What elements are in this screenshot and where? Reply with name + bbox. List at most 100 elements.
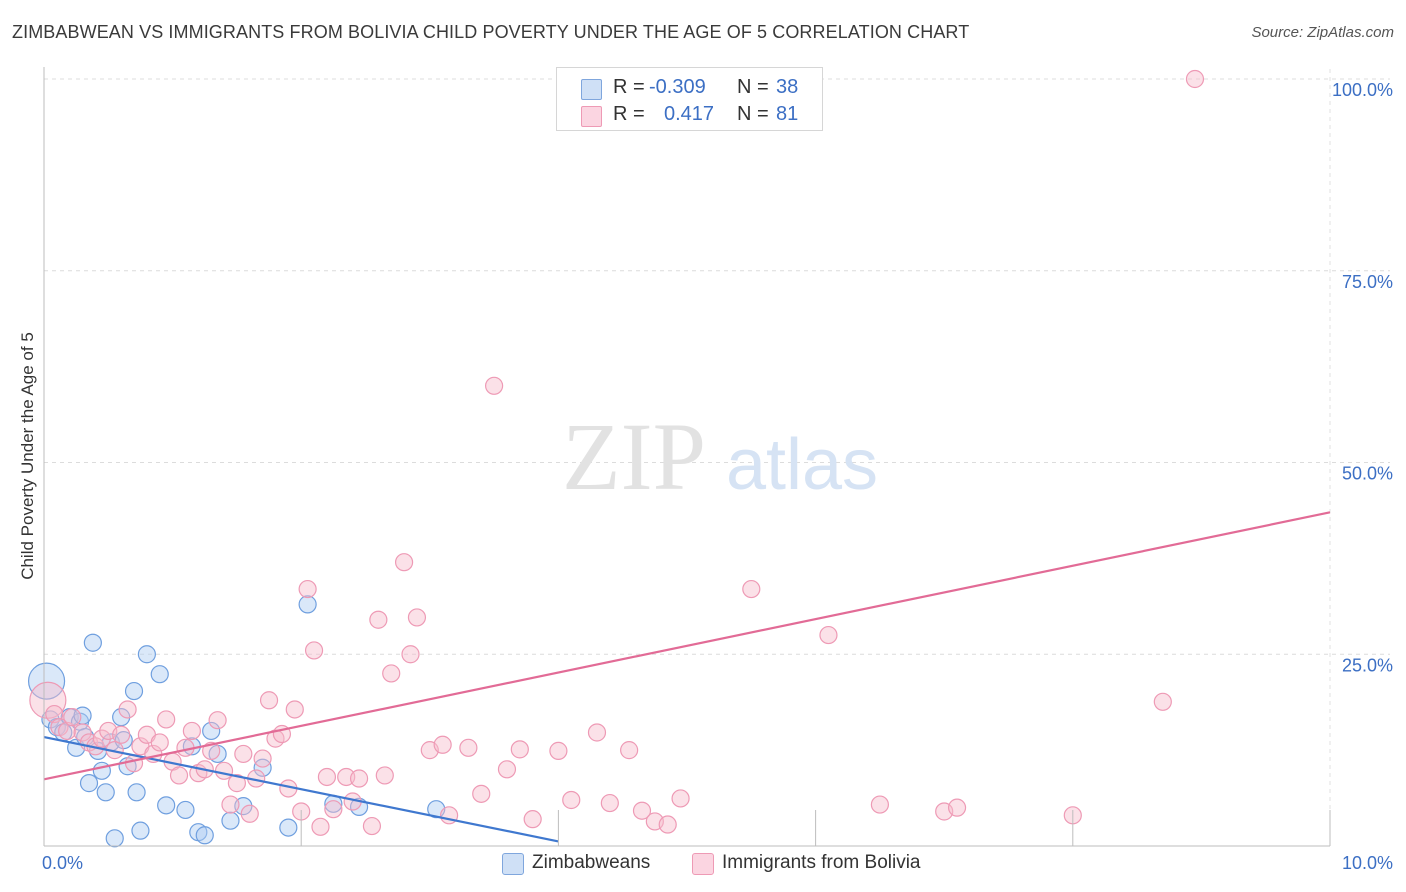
point-zimbabweans — [279, 818, 298, 837]
r-value: -0.309 — [649, 76, 706, 98]
point-zimbabweans — [221, 811, 240, 830]
y-tick-label: 75.0% — [1342, 272, 1393, 292]
point-bolivia — [433, 735, 452, 754]
point-zimbabweans — [202, 721, 221, 741]
point-zimbabweans — [79, 774, 99, 793]
point-bolivia — [870, 795, 890, 814]
point-bolivia — [620, 741, 639, 760]
point-bolivia — [29, 681, 67, 719]
point-bolivia — [369, 610, 388, 629]
legend-label-bolivia: Immigrants from Bolivia — [722, 852, 921, 873]
point-bolivia — [600, 793, 619, 813]
grid-lines — [44, 69, 1390, 846]
trendline-bolivia — [43, 511, 1331, 781]
point-zimbabweans — [124, 681, 144, 701]
point-zimbabweans — [157, 796, 176, 815]
r-label: R = — [613, 76, 645, 98]
point-bolivia — [742, 579, 761, 599]
point-bolivia — [227, 774, 246, 793]
point-bolivia — [485, 376, 504, 395]
point-bolivia — [240, 804, 259, 823]
point-bolivia — [221, 795, 240, 814]
point-bolivia — [819, 625, 838, 645]
point-zimbabweans — [96, 783, 115, 802]
point-bolivia — [157, 710, 176, 729]
point-bolivia — [324, 800, 343, 819]
point-zimbabweans — [92, 761, 111, 780]
trendline-zimbabweans — [43, 736, 559, 843]
point-bolivia — [182, 721, 201, 741]
r-label: R = — [613, 103, 645, 125]
point-bolivia — [208, 711, 227, 730]
point-zimbabweans — [83, 633, 102, 652]
n-label: N = — [737, 103, 769, 125]
point-bolivia — [375, 766, 394, 785]
point-bolivia — [214, 761, 234, 780]
point-bolivia — [304, 641, 324, 660]
point-bolivia — [259, 691, 279, 710]
point-bolivia — [587, 723, 607, 742]
point-bolivia — [382, 664, 401, 683]
legend-label-zimbabweans: Zimbabweans — [532, 852, 651, 873]
point-bolivia — [298, 579, 317, 599]
point-bolivia — [202, 741, 221, 760]
point-bolivia — [562, 790, 581, 810]
point-bolivia — [658, 815, 677, 834]
point-bolivia — [510, 740, 529, 759]
point-bolivia — [549, 741, 568, 760]
point-bolivia — [1153, 692, 1172, 711]
point-bolivia — [311, 817, 330, 836]
point-bolivia — [150, 733, 169, 752]
n-value: 38 — [776, 76, 799, 98]
y-tick-label: 100.0% — [1332, 80, 1393, 100]
point-bolivia — [349, 769, 369, 788]
axes: 25.0% 50.0% 75.0% 100.0% 0.0% 10.0% Child Pove… — [18, 67, 1393, 873]
point-zimbabweans — [27, 662, 66, 700]
r-value: 0.417 — [664, 103, 715, 125]
point-bolivia — [523, 810, 542, 829]
watermark-atlas: atlas — [726, 425, 878, 505]
point-bolivia — [401, 645, 420, 664]
x-tick-label: 0.0% — [42, 853, 83, 873]
legend-swatch-zimbabweans — [502, 853, 524, 875]
point-zimbabweans — [105, 829, 124, 848]
point-bolivia — [394, 553, 414, 572]
swatch-bolivia — [581, 106, 602, 127]
point-bolivia — [671, 789, 690, 808]
point-zimbabweans — [195, 826, 214, 845]
trend-lines — [43, 511, 1331, 843]
point-bolivia — [63, 708, 82, 727]
source-label: Source: ZipAtlas.com — [1251, 24, 1394, 41]
point-bolivia — [169, 766, 189, 785]
legend-swatch-bolivia — [692, 853, 714, 875]
n-label: N = — [737, 76, 769, 98]
y-tick-label: 50.0% — [1342, 464, 1393, 484]
point-bolivia — [253, 749, 272, 768]
point-bolivia — [112, 725, 131, 744]
point-zimbabweans — [253, 758, 272, 777]
point-bolivia — [118, 700, 137, 719]
point-bolivia — [472, 784, 491, 803]
point-bolivia — [362, 816, 382, 836]
point-bolivia — [947, 798, 967, 817]
point-bolivia — [73, 723, 92, 742]
point-zimbabweans — [298, 595, 317, 614]
y-axis-title: Child Poverty Under the Age of 5 — [18, 332, 37, 580]
point-bolivia — [234, 744, 253, 764]
point-bolivia — [459, 738, 478, 757]
point-zimbabweans — [150, 665, 169, 684]
point-bolivia — [58, 721, 77, 741]
x-tick-label: 10.0% — [1342, 853, 1393, 873]
y-tick-label: 25.0% — [1342, 655, 1393, 675]
point-bolivia — [1185, 69, 1205, 89]
point-bolivia — [407, 608, 427, 627]
point-bolivia — [497, 760, 517, 779]
n-value: 81 — [776, 103, 799, 125]
point-bolivia — [285, 700, 304, 719]
point-bolivia — [317, 767, 337, 787]
point-zimbabweans — [127, 783, 146, 802]
point-zimbabweans — [176, 800, 195, 820]
chart-title: ZIMBABWEAN VS IMMIGRANTS FROM BOLIVIA CH… — [12, 22, 970, 42]
point-zimbabweans — [137, 645, 156, 664]
